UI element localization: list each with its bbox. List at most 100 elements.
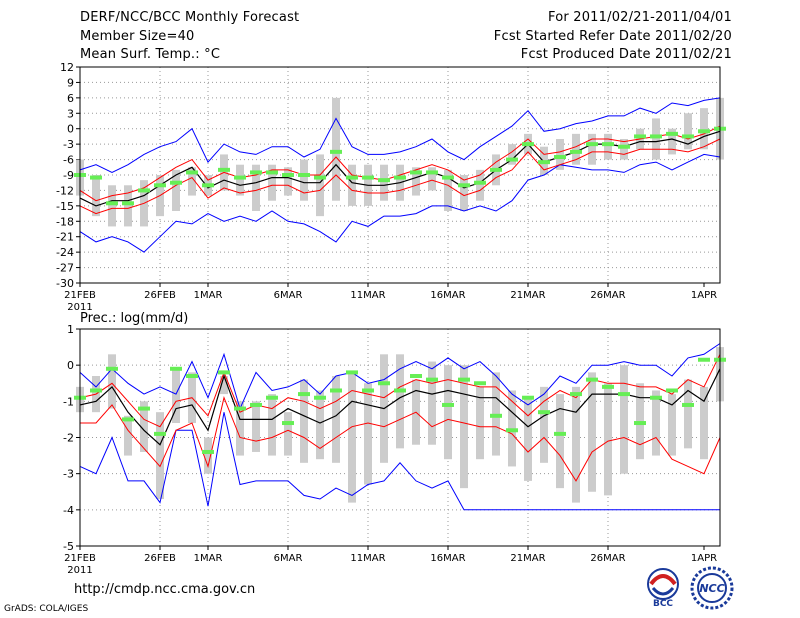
observed-marker — [378, 178, 390, 183]
variable-label: Mean Surf. Temp.: °C — [80, 47, 221, 62]
y-tick-label: -5 — [63, 540, 74, 553]
observed-marker — [570, 149, 582, 154]
spread-box — [572, 386, 580, 503]
observed-marker — [426, 170, 438, 175]
observed-marker — [90, 388, 102, 393]
observed-marker — [202, 449, 214, 454]
spread-box — [508, 144, 516, 165]
observed-marker — [170, 180, 182, 185]
spread-box — [156, 412, 164, 499]
x-tick-label: 26MAR — [590, 553, 625, 564]
observed-marker — [426, 377, 438, 382]
observed-marker — [506, 157, 518, 162]
ncc-logo-text: NCC — [699, 582, 724, 595]
observed-marker — [330, 149, 342, 154]
spread-box — [556, 394, 564, 489]
spread-box — [220, 376, 228, 395]
y-tick-label: 9 — [67, 76, 74, 89]
y-tick-label: -6 — [63, 154, 74, 167]
spread-box — [620, 365, 628, 474]
observed-marker — [266, 395, 278, 400]
y-tick-label: -24 — [56, 246, 74, 259]
y-tick-label: -3 — [63, 138, 74, 151]
x-tick-label: 11MAR — [350, 553, 385, 564]
spread-box — [140, 401, 148, 452]
observed-marker — [346, 175, 358, 180]
x-tick-label: 21FEB — [64, 553, 96, 564]
lower-line — [80, 396, 721, 482]
y-tick-label: 0 — [67, 359, 74, 372]
lower-line — [79, 138, 721, 215]
observed-marker — [362, 388, 374, 393]
spread-box — [588, 372, 596, 492]
observed-marker — [234, 175, 246, 180]
observed-marker — [90, 175, 102, 180]
footer-url[interactable]: http://cmdp.ncc.cma.gov.cn — [74, 582, 256, 597]
y-tick-label: -4 — [63, 504, 74, 517]
observed-marker — [138, 188, 150, 193]
observed-marker — [698, 357, 710, 362]
spread-box — [412, 167, 420, 196]
spread-box — [236, 401, 244, 456]
observed-marker — [458, 183, 470, 188]
max-line — [79, 97, 721, 173]
spread-box — [700, 108, 708, 150]
observed-marker — [154, 183, 166, 188]
spread-box — [668, 394, 676, 456]
spread-box — [476, 386, 484, 460]
observed-marker — [474, 381, 486, 386]
spread-box — [604, 133, 612, 160]
observed-marker — [618, 392, 630, 397]
spread-box — [252, 164, 260, 211]
ncc-logo: NCC — [690, 566, 734, 610]
y-tick-label: -30 — [56, 277, 74, 290]
spread-box — [620, 139, 628, 160]
spread-box — [172, 368, 180, 424]
x-tick-label: 26FEB — [144, 290, 176, 301]
observed-marker — [314, 395, 326, 400]
spread-box — [460, 175, 468, 211]
observed-marker — [554, 431, 566, 436]
observed-marker — [474, 180, 486, 185]
spread-box — [668, 128, 676, 155]
spread-box — [252, 401, 260, 452]
spread-box — [604, 383, 612, 496]
min-line — [79, 153, 721, 253]
upper-line — [79, 354, 721, 428]
x-tick-label: 11MAR — [350, 290, 385, 301]
spread-box — [284, 167, 292, 196]
observed-marker — [330, 388, 342, 393]
spread-box — [428, 167, 436, 191]
spread-box — [284, 412, 292, 456]
spread-box — [300, 379, 308, 463]
observed-marker — [106, 366, 118, 371]
observed-marker — [394, 388, 406, 393]
y-tick-label: -2 — [63, 432, 74, 445]
max-line — [79, 343, 721, 411]
observed-marker — [218, 370, 230, 375]
observed-marker — [202, 183, 214, 188]
plot-frame — [79, 328, 721, 547]
x-tick-label: 16MAR — [430, 290, 465, 301]
observed-marker — [378, 381, 390, 386]
member-size: Member Size=40 — [80, 29, 195, 44]
x-tick-label: 1APR — [691, 553, 717, 564]
spread-box — [444, 365, 452, 460]
y-tick-label: 12 — [60, 61, 74, 74]
observed-marker — [266, 170, 278, 175]
spread-box — [524, 397, 532, 481]
observed-marker — [442, 402, 454, 407]
observed-marker — [250, 402, 262, 407]
observed-marker — [634, 421, 646, 426]
spread-box — [268, 394, 276, 456]
observed-marker — [314, 175, 326, 180]
y-tick-label: 3 — [67, 107, 74, 120]
observed-marker — [282, 173, 294, 177]
x-tick-label: 21MAR — [510, 553, 545, 564]
forecast-range: For 2011/02/21-2011/04/01 — [548, 10, 732, 25]
spread-box — [396, 354, 404, 449]
spread-box — [348, 372, 356, 503]
observed-marker — [554, 155, 566, 159]
spread-box — [124, 185, 132, 227]
